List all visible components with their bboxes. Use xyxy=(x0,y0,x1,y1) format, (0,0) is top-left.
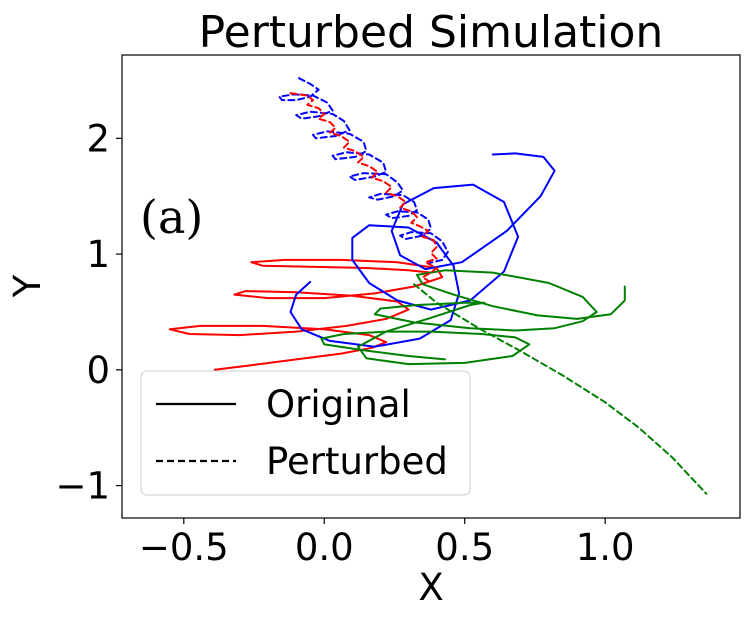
panel-label: (a) xyxy=(140,190,203,244)
y-tick-label: 2 xyxy=(86,117,110,160)
series-line-4 xyxy=(289,92,438,282)
plot-area xyxy=(168,77,708,495)
series-line-5 xyxy=(413,283,708,495)
y-tick-label: 1 xyxy=(86,233,110,276)
legend: Original Perturbed xyxy=(140,370,471,496)
y-axis-label: Y xyxy=(6,274,49,298)
series-line-3 xyxy=(278,77,449,265)
y-tick-label: −1 xyxy=(55,465,110,508)
legend-box xyxy=(140,370,471,496)
legend-label-perturbed: Perturbed xyxy=(266,440,448,483)
y-tick-label: 0 xyxy=(86,349,110,392)
series-line-1 xyxy=(289,152,556,348)
x-tick-label: 1.0 xyxy=(576,526,635,569)
legend-label-original: Original xyxy=(266,383,411,426)
series-line-2 xyxy=(320,269,626,366)
x-tick-label: −0.5 xyxy=(139,526,229,569)
chart-title: Perturbed Simulation xyxy=(199,7,664,58)
x-axis-label: X xyxy=(418,566,443,609)
series-line-0 xyxy=(168,258,444,371)
x-tick-label: 0.5 xyxy=(435,526,494,569)
axes-frame xyxy=(121,54,741,519)
x-tick-label: 0.0 xyxy=(295,526,354,569)
axis-ticks: −0.5 0.0 0.5 1.0 −1 0 1 2 xyxy=(55,117,634,569)
